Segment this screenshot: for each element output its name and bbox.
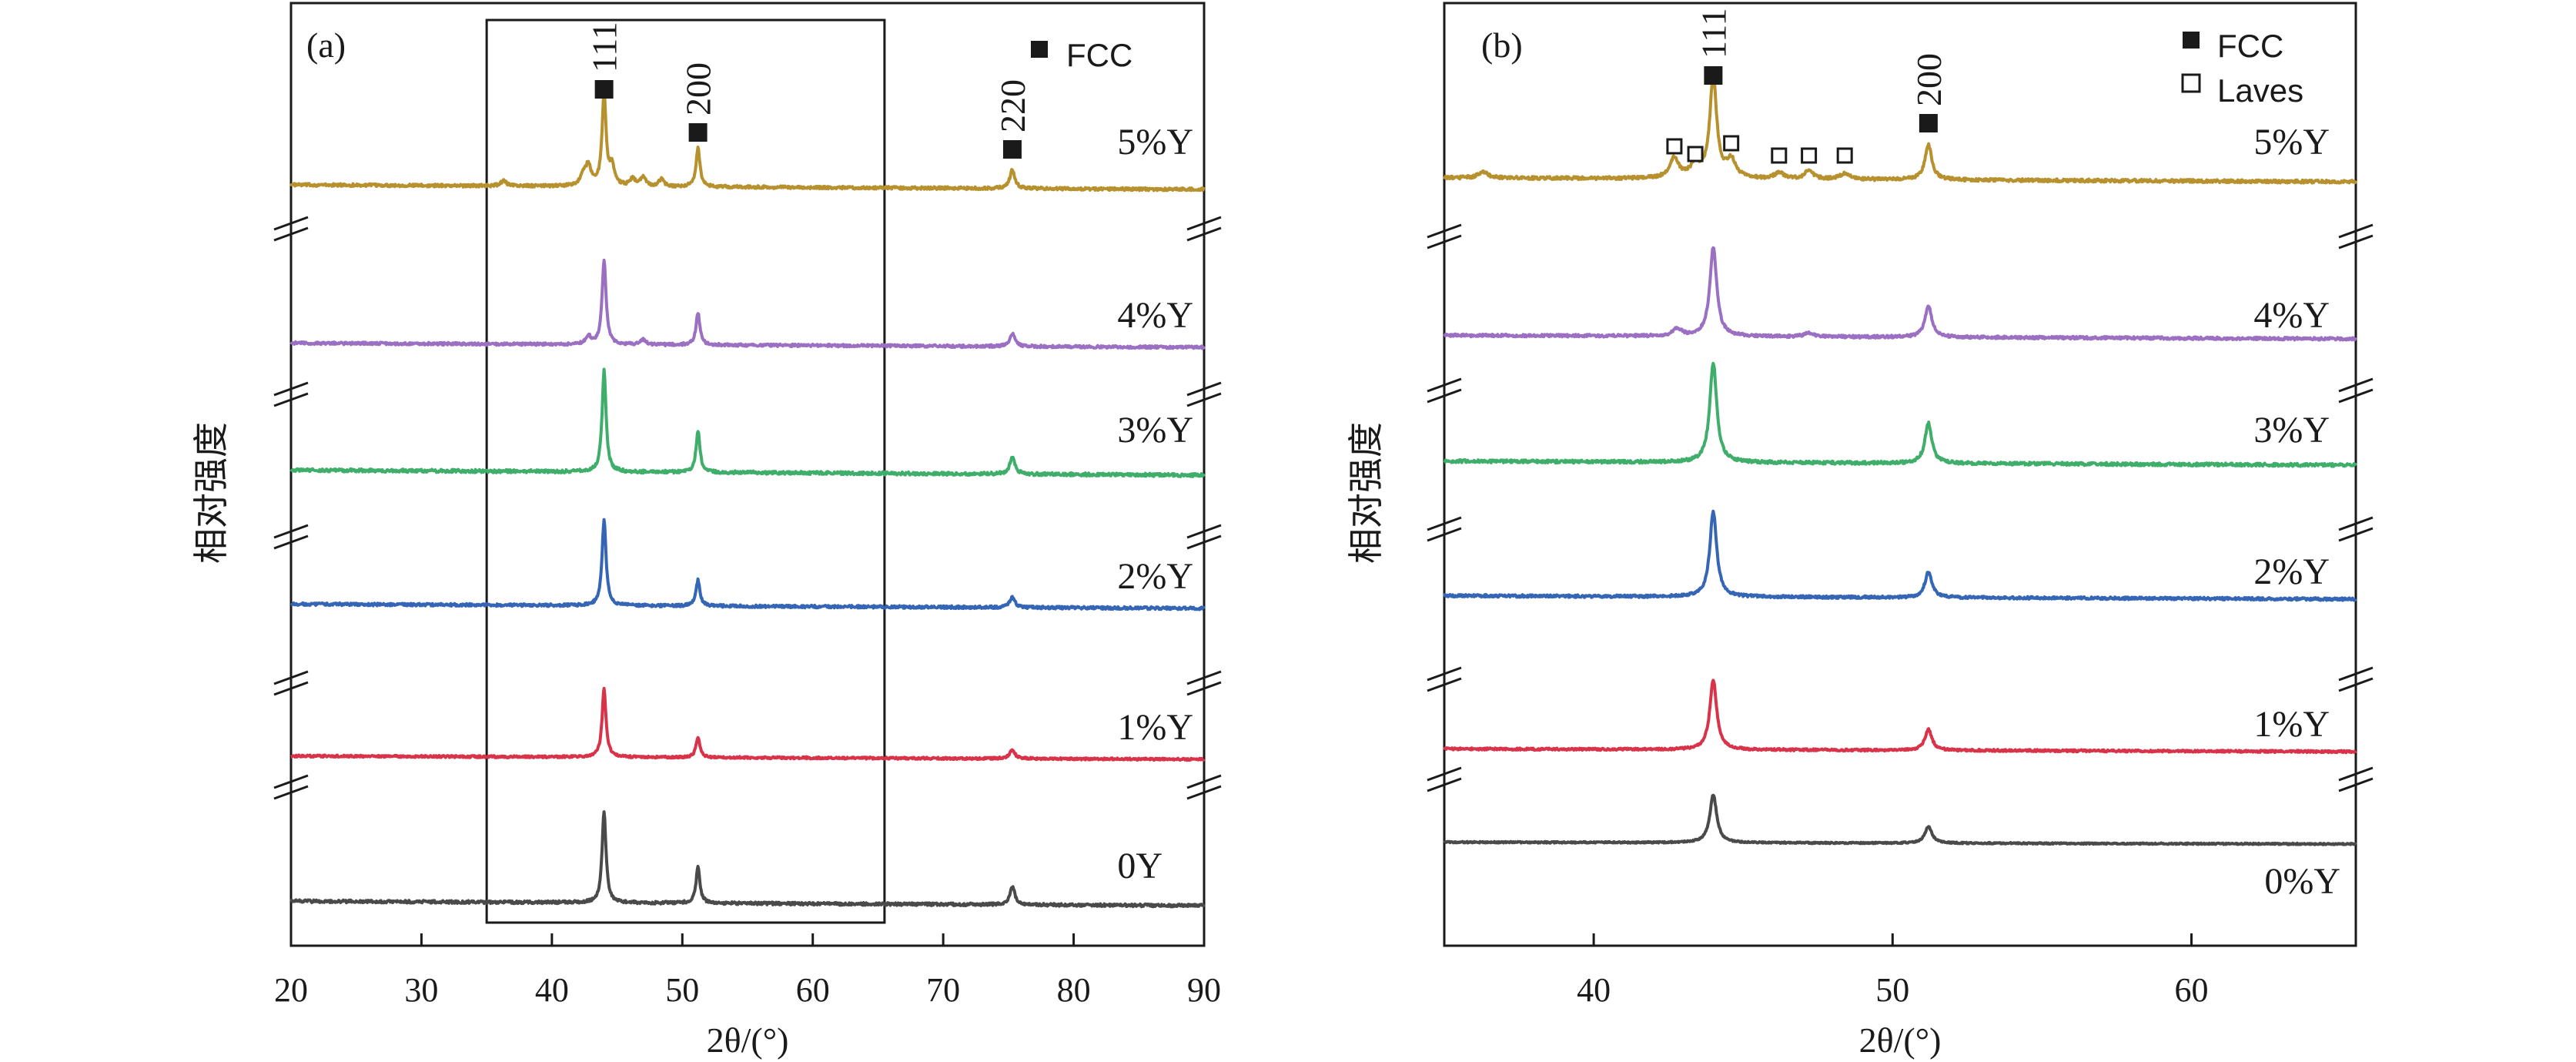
axis-break-mark <box>1186 524 1222 550</box>
peak-index-label: 220 <box>993 79 1032 132</box>
x-tick-label: 50 <box>1875 971 1909 1009</box>
x-tick-label: 30 <box>404 971 438 1009</box>
curve-label: 2%Y <box>1117 556 1193 597</box>
peak-index-label: 200 <box>679 62 718 116</box>
axis-break-mark <box>273 774 309 800</box>
xrd-curve-4%Y <box>1443 246 2357 342</box>
axis-break-mark <box>273 670 309 696</box>
x-tick-label: 40 <box>535 971 569 1009</box>
curve-label: 2%Y <box>2253 551 2330 592</box>
curve-label: 3%Y <box>1117 410 1193 451</box>
laves-peak-marker <box>1801 147 1818 164</box>
curve-label: 1%Y <box>1117 707 1193 748</box>
axis-break-mark <box>1427 516 1462 542</box>
panel-b: 40 50 60 5%Y 4%Y 3%Y 2%Y 1%Y 0%Y (b) 相对强度 2θ/(°) FCC… <box>1345 2 2374 1060</box>
x-tick-label: 40 <box>1577 971 1611 1009</box>
x-tick-label: 90 <box>1187 971 1221 1009</box>
xrd-curve-2%Y <box>1443 509 2357 602</box>
axis-break-mark <box>273 524 309 550</box>
fcc-peak-marker <box>688 123 708 142</box>
xrd-curve-1%Y <box>289 686 1206 762</box>
filled-square-marker <box>1031 41 1048 58</box>
laves-peak-marker <box>1687 146 1704 162</box>
axis-break-mark <box>1427 223 1462 250</box>
axis-break-mark <box>1186 774 1222 800</box>
axis-break-mark <box>2338 377 2374 404</box>
x-tick-label: 60 <box>2174 971 2208 1009</box>
axis-break-mark <box>1186 381 1222 407</box>
curve-label: 0%Y <box>2264 861 2340 902</box>
xrd-curve-0Y <box>289 810 1206 909</box>
fcc-peak-marker <box>1704 66 1723 85</box>
panel-label: (a) <box>306 25 346 65</box>
axis-break-mark <box>1186 670 1222 696</box>
curve-label: 5%Y <box>1117 122 1193 162</box>
xrd-curve-3%Y <box>289 367 1206 478</box>
panel-label: (b) <box>1481 25 1523 65</box>
x-tick-label: 60 <box>796 971 830 1009</box>
laves-peak-marker <box>1666 138 1683 155</box>
laves-peak-marker <box>1836 147 1853 164</box>
curve-label: 3%Y <box>2253 410 2330 451</box>
fcc-peak-marker <box>1002 140 1022 159</box>
peak-index-label: 111 <box>1694 8 1733 59</box>
curve-label: 4%Y <box>1117 295 1193 336</box>
legend-label: Laves <box>2217 72 2303 109</box>
axis-break-mark <box>273 216 309 242</box>
xrd-curve-4%Y <box>289 258 1206 350</box>
laves-peak-marker <box>1771 147 1788 164</box>
panel-a: 20 30 40 50 60 70 80 90 5%Y 4%Y 3%Y 2%Y 1%Y 0Y (a) 相对强度… <box>190 2 1222 1060</box>
x-tick-label: 70 <box>926 971 960 1009</box>
x-tick-label: 80 <box>1057 971 1091 1009</box>
axis-break-mark <box>2338 516 2374 542</box>
peak-index-label: 111 <box>585 22 624 72</box>
axis-break-mark <box>2338 223 2374 250</box>
plot-frame <box>1443 2 2357 947</box>
legend-label: FCC <box>2217 28 2283 64</box>
xrd-curve-5%Y <box>1443 73 2357 185</box>
axis-break-mark <box>2338 766 2374 792</box>
fcc-peak-marker <box>1919 114 1938 132</box>
axis-break-mark <box>273 381 309 407</box>
xrd-curve-0%Y <box>1443 793 2357 846</box>
filled-square-marker <box>2183 32 2200 49</box>
curve-label: 5%Y <box>2253 122 2330 162</box>
curve-label: 0Y <box>1117 846 1163 886</box>
axis-break-mark <box>1186 216 1222 242</box>
axis-break-mark <box>1427 666 1462 692</box>
open-square-marker <box>2181 73 2201 93</box>
y-axis-label: 相对强度 <box>190 422 232 564</box>
xrd-curve-1%Y <box>1443 678 2357 755</box>
y-axis-label: 相对强度 <box>1345 422 1387 564</box>
laves-peak-marker <box>1723 135 1740 152</box>
x-tick-label: 50 <box>665 971 699 1009</box>
axis-break-mark <box>2338 666 2374 692</box>
x-tick-label: 20 <box>274 971 308 1009</box>
peak-index-label: 200 <box>1909 53 1949 106</box>
x-axis-label: 2θ/(°) <box>1859 1020 1942 1060</box>
fcc-peak-marker <box>594 80 614 99</box>
legend-label: FCC <box>1066 37 1132 73</box>
curve-label: 4%Y <box>2253 295 2330 336</box>
axis-break-mark <box>1427 766 1462 792</box>
xrd-curve-5%Y <box>289 88 1206 193</box>
curve-label: 1%Y <box>2253 704 2330 745</box>
axis-break-mark <box>1427 377 1462 404</box>
x-axis-label: 2θ/(°) <box>707 1020 789 1060</box>
xrd-curve-3%Y <box>1443 361 2357 468</box>
xrd-curve-2%Y <box>289 518 1206 611</box>
